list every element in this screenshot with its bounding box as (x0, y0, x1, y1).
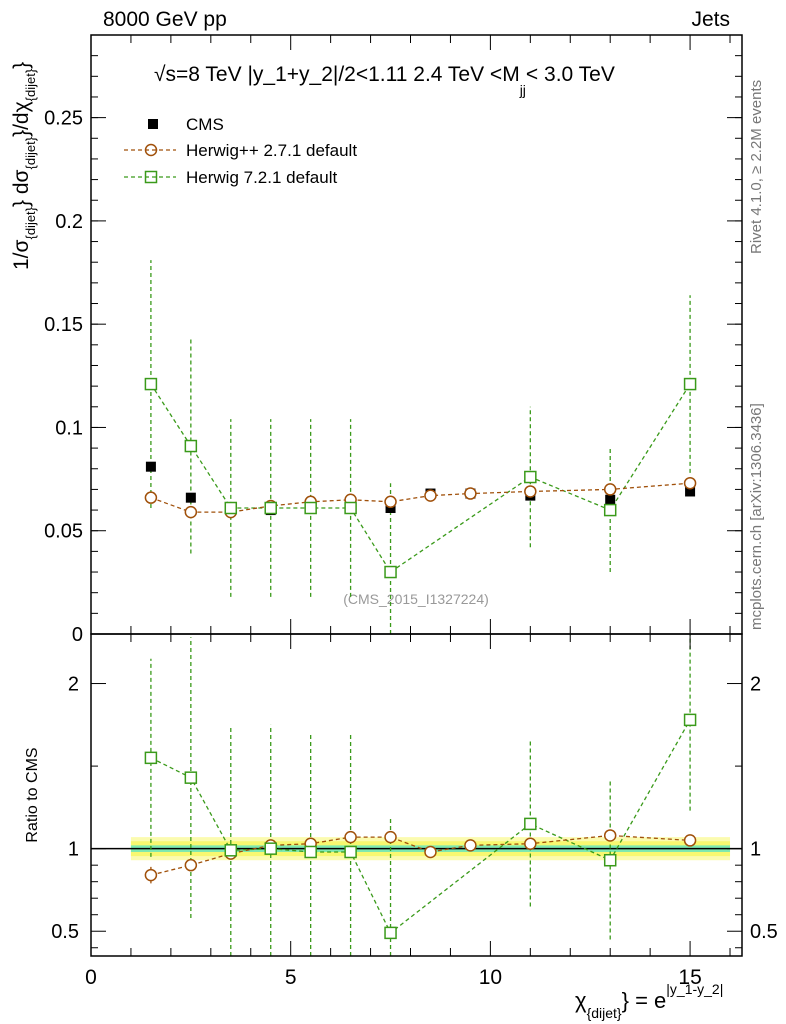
title-sub: jj (519, 82, 526, 98)
ratio-ytick-label-right: 1 (750, 839, 761, 861)
herwig7-ratio-marker (384, 926, 397, 940)
legend-label: Herwig++ 2.7.1 default (186, 141, 357, 160)
title-tail: < 3.0 TeV (526, 63, 615, 86)
main-ytick-label: 0.2 (55, 211, 83, 233)
xtick-label: 10 (479, 966, 502, 989)
herwig7-marker (524, 470, 537, 484)
legend-cms-marker (148, 119, 158, 129)
herwigpp-ratio-marker (464, 839, 477, 852)
ratio-ytick-label-right: 0.5 (750, 921, 778, 943)
herwig7-line (150, 383, 691, 573)
herwig7-ratio-marker (683, 713, 697, 727)
xtick-label: 15 (678, 966, 701, 989)
herwigpp-marker (524, 485, 537, 498)
herwig7-marker (344, 501, 357, 515)
herwig7-ratio-marker (184, 771, 198, 784)
main-ytick-label: 0 (72, 624, 83, 646)
herwigpp-ratio-marker (344, 830, 357, 844)
herwigpp-ratio-line (150, 834, 691, 876)
herwig7-marker (384, 565, 397, 579)
herwigpp-ratio-marker (384, 830, 397, 844)
main-ytick-label: 0.1 (55, 417, 83, 439)
herwig7-marker (184, 439, 198, 453)
ratio-ytick-label-right: 2 (750, 674, 761, 696)
ratio-panel-frame (90, 633, 743, 957)
ratio-ytick-label: 1 (68, 839, 79, 861)
herwig7-ratio-marker (144, 751, 158, 765)
cms-data-point (145, 461, 156, 472)
main-ytick-label: 0.05 (44, 521, 83, 543)
herwigpp-marker (144, 491, 158, 504)
herwig7-marker (224, 501, 238, 515)
herwigpp-marker (184, 505, 198, 519)
header-left: 8000 GeV pp (103, 8, 227, 31)
herwigpp-ratio-marker (603, 829, 617, 842)
herwigpp-ratio-marker (524, 837, 537, 850)
herwig7-ratio-marker (603, 853, 617, 867)
herwig7-marker (264, 501, 277, 515)
header-right: Jets (691, 8, 730, 31)
legend-label: Herwig 7.2.1 default (186, 168, 337, 187)
herwigpp-marker (384, 495, 397, 509)
legend-label: CMS (186, 115, 224, 134)
main-ytick-label: 0.15 (44, 314, 83, 336)
herwig7-ratio-marker (264, 842, 277, 855)
herwig7-marker (304, 501, 317, 515)
herwig7-ratio-line (150, 719, 691, 934)
main-title: √s=8 TeV |y_1+y_2|/2<1.11 2.4 TeV <Mjj< … (154, 63, 615, 98)
herwigpp-marker (424, 489, 437, 502)
herwig7-marker (683, 377, 697, 391)
ratio-ytick-label: 2 (68, 674, 79, 696)
herwigpp-ratio-marker (424, 845, 437, 859)
analysis-watermark: (CMS_2015_I1327224) (343, 591, 489, 607)
herwig7-marker (144, 377, 158, 391)
herwig7-marker (603, 503, 617, 517)
cms-data-point (685, 486, 696, 497)
herwigpp-marker (464, 487, 477, 500)
herwigpp-ratio-marker (683, 834, 697, 847)
herwigpp-marker (603, 483, 617, 496)
herwig7-ratio-marker (224, 844, 238, 857)
cms-data-point (605, 494, 616, 505)
main-ylabel: 1/σ{dijet}} dσ{dijet}}/dχ{dijet}} (10, 62, 38, 270)
xlabel: χ{dijet}} = e|y_1-y_2| (575, 981, 723, 1021)
herwigpp-ratio-marker (144, 868, 158, 882)
herwig7-ratio-marker (304, 845, 317, 859)
ratio-ytick-label: 0.5 (51, 921, 79, 943)
xtick-label: 0 (85, 966, 97, 989)
herwig7-ratio-marker (344, 845, 357, 859)
herwigpp-ratio-marker (184, 858, 198, 872)
herwig7-ratio-marker (524, 817, 537, 831)
title-main: √s=8 TeV |y_1+y_2|/2<1.11 2.4 TeV <M (154, 63, 520, 86)
cms-data-point (185, 492, 196, 503)
main-ytick-label: 0.25 (44, 108, 83, 130)
herwigpp-marker (683, 476, 697, 490)
xtick-label: 5 (285, 966, 297, 989)
ratio-ylabel: Ratio to CMS (24, 747, 41, 842)
